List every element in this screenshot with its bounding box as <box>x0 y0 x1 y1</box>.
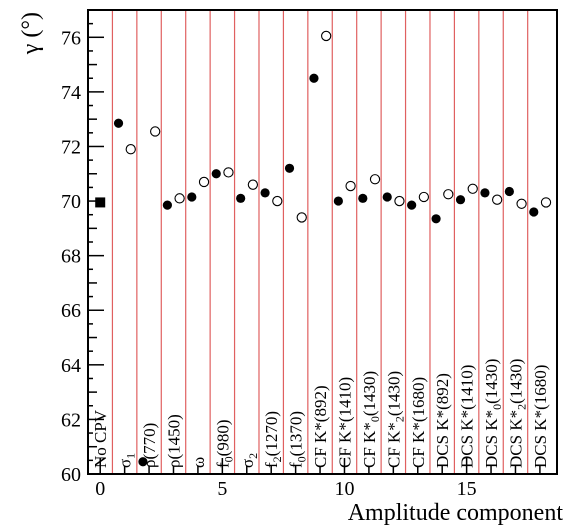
data-point-filled <box>407 200 417 210</box>
data-point-square <box>95 197 106 208</box>
component-label: σ2 <box>238 453 260 468</box>
y-tick-label: 74 <box>61 82 81 104</box>
data-point-open <box>272 195 283 207</box>
component-label: DCS K*(1410) <box>458 365 477 468</box>
component-label: CF K*(1680) <box>409 377 428 468</box>
data-point-filled <box>431 214 441 224</box>
component-label: f2(1270) <box>262 411 284 468</box>
data-point-open <box>492 194 503 205</box>
y-tick-label: 64 <box>61 355 81 377</box>
y-tick-label: 62 <box>61 409 81 431</box>
x-tick-label: 5 <box>217 478 227 500</box>
y-tick-label: 68 <box>61 246 81 268</box>
data-point-filled <box>455 195 466 205</box>
component-label: CF K*2(1430) <box>384 371 406 468</box>
component-label: f0(1370) <box>287 411 309 468</box>
tick-labels: 0 5 10 15 60 62 64 66 68 70 72 74 76 <box>61 27 477 500</box>
component-label: ρ(1450) <box>164 414 183 468</box>
data-points <box>95 30 552 467</box>
component-label: CF K*0(1430) <box>360 371 382 468</box>
data-point-open <box>321 30 332 42</box>
separator-lines <box>111 10 529 474</box>
component-label: CF K*(892) <box>311 385 330 468</box>
component-label: DCS K*0(1430) <box>482 359 504 468</box>
y-tick-label: 70 <box>61 191 81 213</box>
component-label: ω <box>189 457 208 468</box>
component-label: CF K*(1410) <box>335 377 354 468</box>
data-point-filled <box>236 193 246 203</box>
data-point-open <box>296 212 307 223</box>
data-point-open <box>150 126 161 137</box>
data-point-open <box>467 183 478 194</box>
component-label: DCS K*2(1430) <box>506 359 528 468</box>
data-point-open <box>394 195 405 207</box>
component-label: f0(980) <box>213 420 235 469</box>
x-tick-label: 15 <box>457 478 477 500</box>
data-point-filled <box>260 188 270 198</box>
component-labels: No CPV σ1 ρ(770) ρ(1450) ω f0(980)σ2f2(1270)f… <box>91 359 550 468</box>
data-point-open <box>369 174 381 185</box>
y-tick-label: 72 <box>61 136 81 158</box>
data-point-filled <box>480 188 490 198</box>
axis-ticks <box>88 9 541 475</box>
y-tick-label: 66 <box>61 300 81 322</box>
x-tick-label: 10 <box>334 478 354 500</box>
data-point-filled <box>162 200 172 210</box>
data-point-open <box>198 176 210 188</box>
component-label: DCS K*(892) <box>433 373 452 468</box>
data-point-open <box>174 193 185 204</box>
data-point-filled <box>113 118 124 128</box>
data-point-filled <box>358 193 368 203</box>
data-point-filled <box>187 192 197 202</box>
component-label: ρ(770) <box>140 423 159 468</box>
data-point-filled <box>504 186 514 197</box>
y-axis-label: γ (°) <box>18 12 44 55</box>
data-point-filled <box>284 163 295 173</box>
y-tick-label: 60 <box>61 464 81 486</box>
data-point-filled <box>138 457 148 467</box>
data-point-open <box>247 179 259 190</box>
data-point-open <box>125 144 136 155</box>
data-point-open <box>345 180 356 192</box>
y-tick-label: 76 <box>61 27 81 49</box>
data-point-open <box>516 198 527 209</box>
data-point-filled <box>333 196 343 206</box>
data-point-open <box>223 167 234 178</box>
data-point-filled <box>211 169 221 179</box>
x-axis-label: Amplitude component <box>348 500 564 526</box>
component-label: DCS K*(1680) <box>531 365 550 468</box>
component-label: No CPV <box>91 409 110 468</box>
data-point-filled <box>382 192 392 202</box>
data-point-open <box>540 197 552 208</box>
component-label: σ1 <box>116 453 138 468</box>
data-point-filled <box>529 207 539 217</box>
x-tick-label: 0 <box>95 478 105 500</box>
data-point-open <box>418 191 430 203</box>
data-point-open <box>443 189 454 200</box>
data-point-filled <box>309 73 319 83</box>
